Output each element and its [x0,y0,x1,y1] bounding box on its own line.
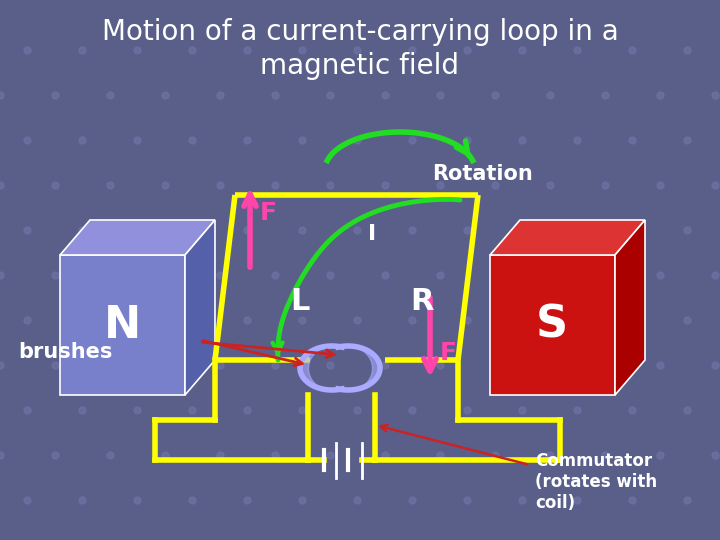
Text: I: I [368,224,376,244]
Text: brushes: brushes [18,342,112,362]
Text: F: F [260,201,277,225]
Text: F: F [440,341,457,365]
Text: R: R [410,287,433,316]
Polygon shape [490,220,645,255]
Text: N: N [104,303,140,347]
Polygon shape [60,220,215,255]
Polygon shape [185,220,215,395]
Text: Motion of a current-carrying loop in a: Motion of a current-carrying loop in a [102,18,618,46]
Text: S: S [536,303,568,347]
Text: magnetic field: magnetic field [261,52,459,80]
Polygon shape [60,255,185,395]
Text: Commutator
(rotates with
coil): Commutator (rotates with coil) [535,452,657,511]
Text: L: L [290,287,310,316]
Polygon shape [615,220,645,395]
Polygon shape [490,255,615,395]
Text: Rotation: Rotation [432,164,533,184]
